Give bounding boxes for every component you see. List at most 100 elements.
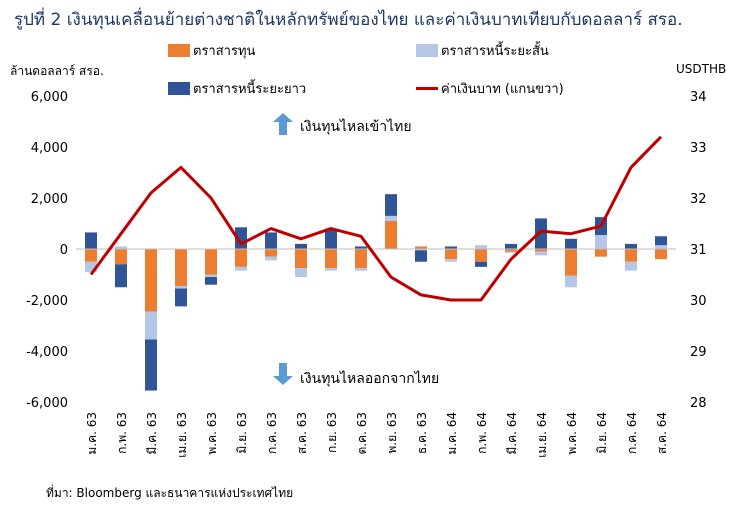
bar-equity (655, 249, 667, 260)
bar-long-bond (385, 194, 397, 216)
left-tick-label: -6,000 (26, 396, 68, 411)
bar-short-bond (505, 251, 517, 253)
bar-long-bond (85, 232, 97, 249)
bar-short-bond (445, 259, 457, 262)
legend-label-equity: ตราสารทุน (193, 44, 256, 59)
bar-short-bond (205, 274, 217, 278)
left-axis-ticks: 6,000 4,000 2,000 0 -2,000 -4,000 -6,000 (26, 90, 68, 411)
bar-long-bond (475, 261, 487, 267)
bar-long-bond (625, 243, 637, 249)
bar-short-bond (625, 261, 637, 271)
outflow-annotation: เงินทุนไหลออกจากไทย (300, 370, 439, 387)
left-tick-label: 6,000 (31, 90, 68, 105)
left-tick-label: 2,000 (31, 192, 68, 207)
bar-long-bond (145, 339, 157, 391)
bar-equity (265, 249, 277, 257)
bar-short-bond (355, 268, 367, 271)
x-tick-label: ก.ย. 63 (325, 412, 339, 453)
bar-short-bond (535, 251, 547, 256)
right-tick-label: 32 (690, 192, 707, 207)
right-tick-label: 29 (690, 345, 707, 360)
x-tick-label: ก.พ. 63 (115, 412, 129, 454)
right-tick-label: 33 (690, 141, 707, 156)
left-tick-label: -4,000 (26, 345, 68, 360)
legend-item-long-bond: ตราสารหนี้ระยะยาว (168, 78, 306, 99)
legend-swatch-short-bond (416, 44, 438, 57)
right-tick-label: 34 (690, 90, 707, 105)
bar-long-bond (265, 232, 277, 249)
bar-short-bond (565, 275, 577, 288)
left-tick-label: -2,000 (26, 294, 68, 309)
legend-label-thb: ค่าเงินบาท (แกนขวา) (441, 82, 564, 97)
bar-equity (385, 220, 397, 249)
bar-equity (565, 249, 577, 276)
x-tick-label: เม.ย. 63 (175, 412, 189, 458)
legend-swatch-equity (168, 44, 190, 57)
bar-short-bond (475, 245, 487, 249)
source-note: ที่มา: Bloomberg และธนาคารแห่งประเทศไทย (46, 486, 294, 500)
x-tick-label: มี.ค. 64 (505, 412, 519, 455)
right-tick-label: 31 (690, 243, 707, 258)
bar-short-bond (295, 268, 307, 278)
bar-short-bond (415, 249, 427, 251)
bar-equity (595, 249, 607, 257)
x-tick-label: ก.ค. 63 (265, 412, 279, 454)
x-tick-label: พ.ค. 64 (565, 412, 579, 455)
right-tick-label: 30 (690, 294, 707, 309)
bar-equity (115, 249, 127, 265)
bar-long-bond (505, 243, 517, 249)
inflow-annotation: เงินทุนไหลเข้าไทย (300, 118, 412, 135)
x-axis-labels: ม.ค. 63 ก.พ. 63 มี.ค. 63 เม.ย. 63 พ.ค. 63 มิ.… (85, 412, 669, 458)
bar-equity (85, 249, 97, 262)
bar-short-bond (235, 266, 247, 271)
bar-equity (355, 249, 367, 269)
legend-item-short-bond: ตราสารหนี้ระยะสั้น (416, 40, 549, 61)
bar-equity (145, 249, 157, 312)
bar-long-bond (445, 246, 457, 249)
thb-line (89, 135, 663, 302)
legend-label-short-bond: ตราสารหนี้ระยะสั้น (441, 44, 549, 59)
bar-equity (505, 249, 517, 252)
bar-equity (175, 249, 187, 286)
left-tick-label: 0 (60, 243, 68, 258)
x-tick-label: มิ.ย. 64 (595, 412, 609, 454)
bar-equity (535, 249, 547, 252)
bar-equity (445, 249, 457, 260)
bar-equity (205, 249, 217, 275)
x-tick-label: ส.ค. 63 (295, 412, 309, 454)
bar-short-bond (385, 215, 397, 221)
bar-short-bond (145, 311, 157, 340)
arrow-down-icon (273, 363, 293, 385)
legend-line-thb (416, 87, 438, 90)
bar-short-bond (325, 268, 337, 271)
bar-short-bond (655, 245, 667, 249)
legend-item-thb: ค่าเงินบาท (แกนขวา) (416, 78, 564, 99)
x-tick-label: พ.ค. 63 (205, 412, 219, 455)
bar-long-bond (415, 250, 427, 262)
x-tick-label: พ.ย. 63 (385, 412, 399, 454)
bar-long-bond (115, 264, 127, 288)
right-tick-label: 28 (690, 396, 707, 411)
bar-equity (415, 246, 427, 249)
x-tick-label: ม.ค. 63 (85, 412, 99, 455)
annotations: เงินทุนไหลเข้าไทย เงินทุนไหลออกจากไทย (273, 113, 439, 387)
x-tick-label: ธ.ค. 63 (415, 412, 429, 454)
bar-short-bond (115, 246, 127, 249)
x-tick-label: ต.ค. 63 (355, 412, 369, 455)
legend-item-equity: ตราสารทุน (168, 40, 255, 61)
right-axis-ticks: 34 33 32 31 30 29 28 (690, 90, 707, 411)
bar-equity (235, 249, 247, 267)
bar-long-bond (205, 277, 217, 285)
left-tick-label: 4,000 (31, 141, 68, 156)
bar-long-bond (655, 236, 667, 246)
left-axis-unit: ล้านดอลลาร์ สรอ. (10, 64, 104, 78)
bar-long-bond (355, 246, 367, 249)
bars (85, 194, 667, 391)
x-tick-label: ก.ค. 64 (625, 412, 639, 454)
bar-long-bond (565, 238, 577, 249)
bar-short-bond (595, 234, 607, 249)
x-tick-label: ม.ค. 64 (445, 412, 459, 455)
legend-swatch-long-bond (168, 82, 190, 95)
bar-equity (325, 249, 337, 269)
